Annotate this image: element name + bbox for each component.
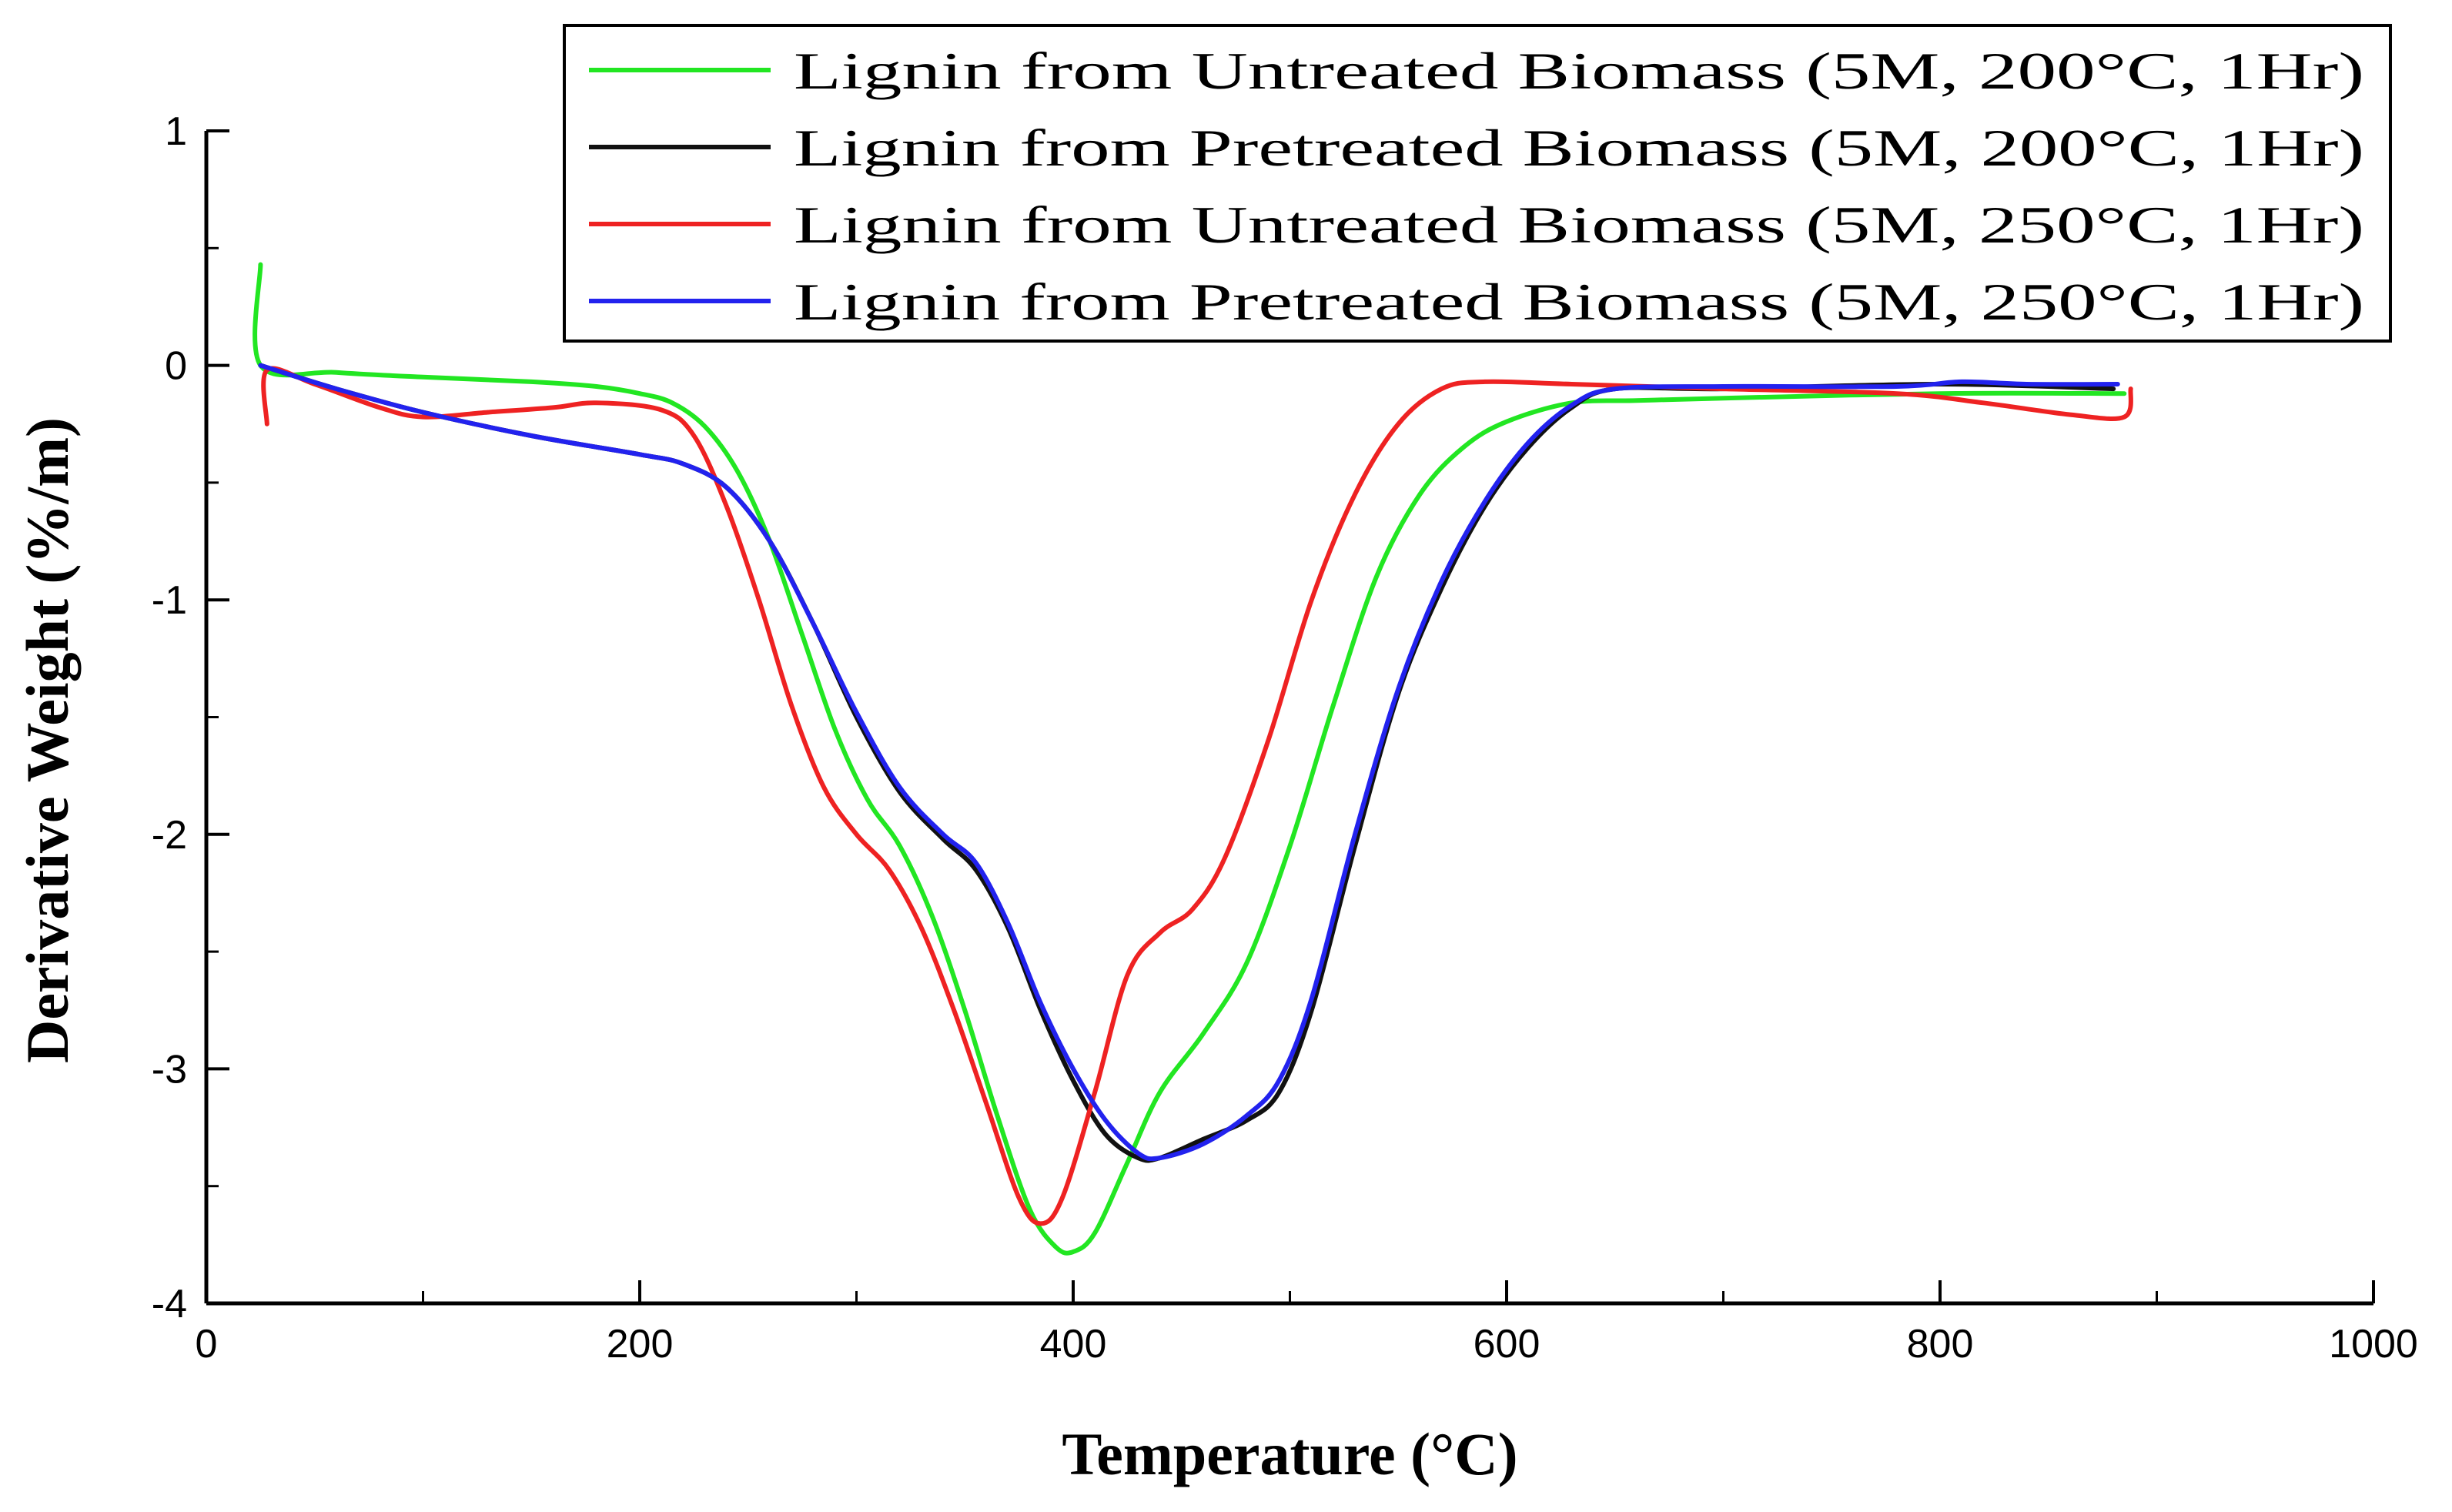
legend-label-4: Lignin from Pretreated Biomass (5M, 250°… [794, 273, 2364, 331]
x-tick-label: 0 [196, 1322, 218, 1366]
axes: 0 200 400 600 800 1000 1 0 -1 -2 -3 -4 [152, 109, 2418, 1366]
y-tick-label: -1 [152, 578, 187, 623]
series-layer [253, 262, 2133, 1256]
series-line-4 [258, 363, 2120, 1162]
legend-box [563, 24, 2392, 343]
y-tick-label: 1 [165, 109, 187, 154]
x-tick-label: 1000 [2329, 1322, 2418, 1366]
x-tick-label: 400 [1040, 1322, 1107, 1366]
x-tick-label: 600 [1474, 1322, 1540, 1366]
x-axis-title: Temperature (°C) [1062, 1420, 1517, 1487]
y-tick-label: 0 [165, 344, 187, 389]
legend-label-1: Lignin from Untreated Biomass (5M, 200°C… [794, 42, 2364, 100]
x-tick-label: 200 [607, 1322, 674, 1366]
y-axis-title: Derivative Weight (%/m) [14, 417, 81, 1063]
x-tick-label: 800 [1907, 1322, 1974, 1366]
y-tick-label: -2 [152, 813, 187, 858]
series-line-3 [261, 366, 2133, 1226]
legend-label-2: Lignin from Pretreated Biomass (5M, 200°… [794, 119, 2364, 177]
series-line-1 [253, 262, 2127, 1256]
y-tick-label: -3 [152, 1047, 187, 1092]
legend: Lignin from Untreated Biomass (5M, 200°C… [563, 24, 2392, 343]
y-tick-label: -4 [152, 1282, 187, 1326]
legend-label-3: Lignin from Untreated Biomass (5M, 250°C… [794, 196, 2364, 254]
